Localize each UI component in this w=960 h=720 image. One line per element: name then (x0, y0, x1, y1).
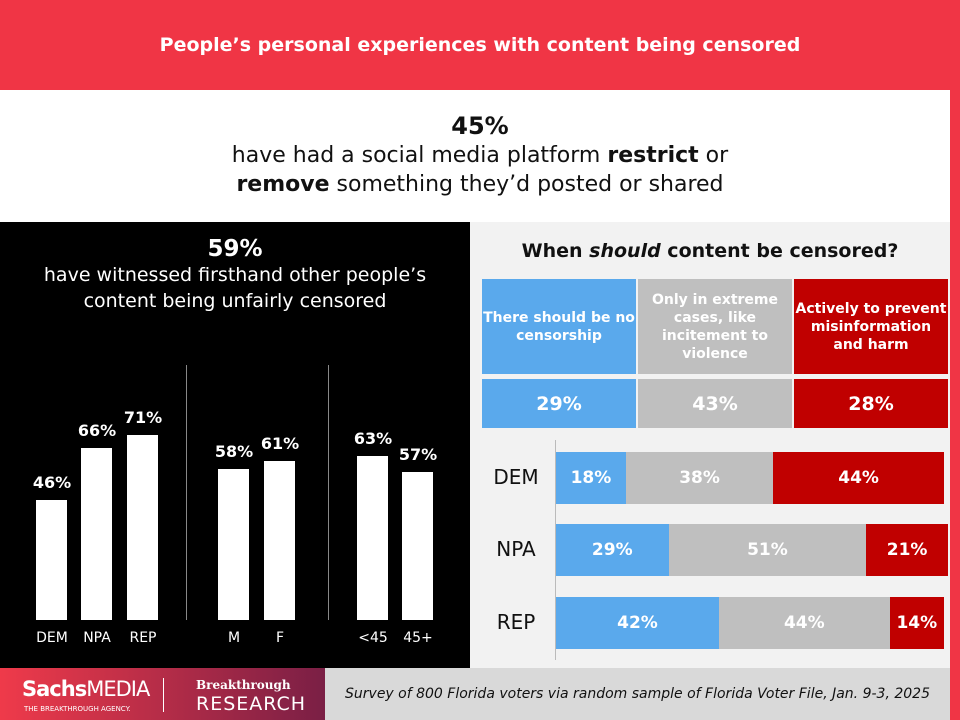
row-label: REP (496, 610, 536, 634)
legend-box: There should be no censorship (482, 279, 636, 374)
x-tick-label: NPA (83, 630, 111, 646)
bar (264, 461, 295, 620)
row-label: DEM (493, 465, 539, 489)
breakthrough-logo: Breakthrough (196, 678, 291, 692)
research-logo: RESEARCH (196, 693, 307, 715)
stacked-segment: 44% (718, 597, 890, 649)
headline-stat: 45% have had a social media platform res… (0, 90, 960, 222)
stacked-segment: 38% (625, 452, 774, 504)
stacked-segment: 44% (773, 452, 944, 504)
footer-logos: SachsMEDIA THE BREAKTHROUGH AGENCY. Brea… (0, 668, 325, 720)
witnessed-text: have witnessed firsthand other people’s (43, 264, 427, 286)
legend-box: Actively to prevent misinformation and h… (794, 279, 948, 374)
headline-bold: remove (236, 172, 330, 197)
stacked-segment: 51% (668, 524, 867, 576)
headline-text: have had a social media platform (231, 143, 608, 168)
headline-text: or (698, 143, 729, 168)
axis-line (555, 440, 556, 660)
overall-value: 28% (794, 379, 948, 428)
bar-value-label: 58% (214, 442, 254, 462)
stacked-segment: 14% (889, 597, 944, 649)
bar (81, 448, 112, 620)
bar-value-label: 63% (353, 429, 393, 449)
x-tick-label: F (275, 630, 285, 646)
logo-divider (163, 678, 164, 712)
headline-percent: 45% (451, 112, 509, 140)
censor-title: When should content be censored? (521, 240, 899, 262)
bar (218, 469, 249, 620)
survey-note: Survey of 800 Florida voters via random … (325, 668, 950, 720)
overall-value: 29% (482, 379, 636, 428)
legend-box: Only in extreme cases, like incitement t… (638, 279, 792, 374)
header-title: People’s personal experiences with conte… (0, 0, 960, 90)
x-tick-label: M (227, 630, 241, 646)
group-divider (186, 365, 187, 620)
bar-value-label: 61% (260, 434, 300, 454)
group-divider (328, 365, 329, 620)
bar-value-label: 57% (398, 444, 438, 464)
witnessed-percent: 59% (207, 236, 263, 262)
row-label: NPA (496, 537, 536, 561)
sachs-tagline: THE BREAKTHROUGH AGENCY. (24, 705, 131, 713)
x-tick-label: 45+ (403, 630, 433, 646)
x-tick-label: DEM (36, 630, 68, 646)
bar (357, 456, 388, 620)
bar-value-label: 71% (123, 408, 163, 428)
bar (36, 500, 67, 620)
stacked-segment: 42% (556, 597, 719, 649)
witnessed-text: content being unfairly censored (83, 290, 387, 312)
bar-value-label: 46% (32, 473, 72, 493)
bar-value-label: 66% (77, 421, 117, 441)
bar (127, 435, 158, 620)
x-tick-label: <45 (358, 630, 388, 646)
overall-value: 43% (638, 379, 792, 428)
stacked-segment: 18% (556, 452, 626, 504)
headline-bold: restrict (607, 143, 699, 168)
bar (402, 471, 433, 620)
x-tick-label: REP (129, 630, 157, 646)
headline-text: something they’d posted or shared (329, 172, 724, 197)
stacked-segment: 29% (556, 524, 669, 576)
sachs-media-logo: SachsMEDIA (22, 677, 150, 701)
stacked-segment: 21% (866, 524, 948, 576)
red-border (950, 90, 960, 720)
